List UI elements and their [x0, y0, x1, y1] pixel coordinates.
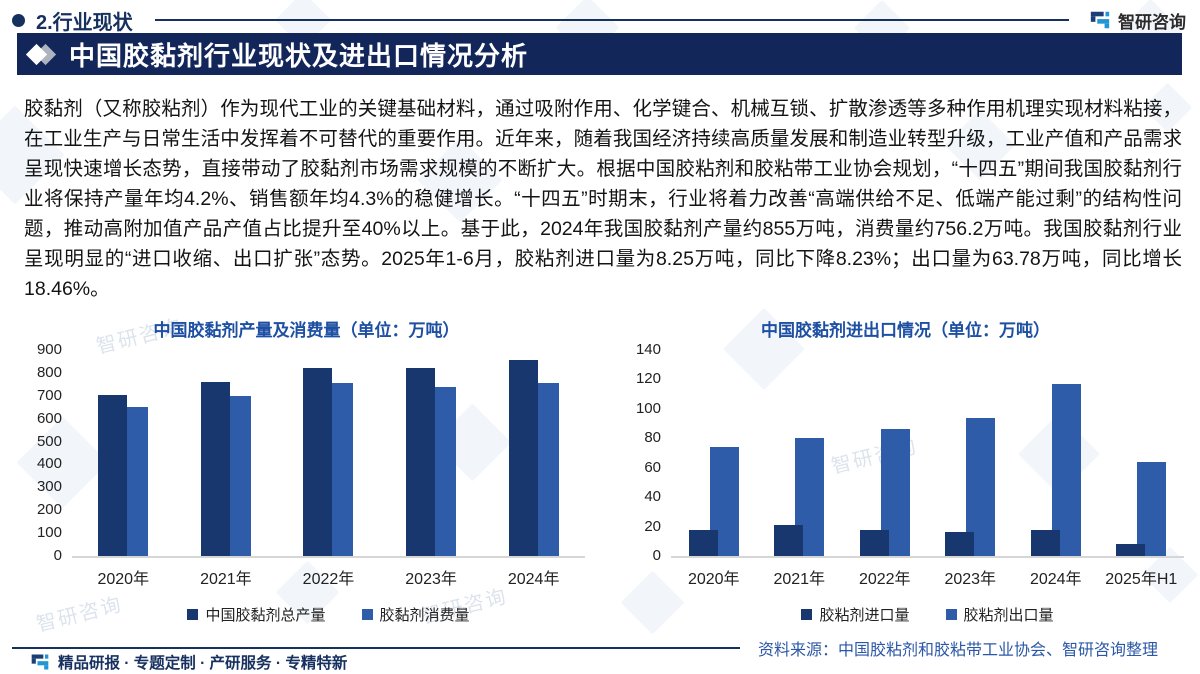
- section-bullet-icon: [12, 13, 25, 27]
- legend-item: 胶粘剂出口量: [945, 604, 1054, 625]
- y-tick-label: 120: [635, 370, 661, 388]
- legend-swatch: [187, 609, 199, 620]
- y-tick-label: 140: [635, 341, 661, 358]
- y-tick-label: 300: [36, 478, 62, 496]
- x-tick-label: 2022年: [858, 571, 911, 588]
- bar-2023年-中国胶黏剂总产量: [406, 368, 436, 556]
- x-tick-label: 2022年: [302, 571, 355, 588]
- y-tick-label: 600: [36, 409, 62, 427]
- footer: 精品研报 · 专题定制 · 产研服务 · 专精特新: [30, 651, 347, 673]
- y-tick-label: 800: [36, 363, 62, 381]
- x-tick-label: 2020年: [687, 571, 740, 588]
- x-tick-label: 2021年: [200, 571, 252, 588]
- footer-tagline: 精品研报 · 专题定制 · 产研服务 · 专精特新: [58, 655, 348, 672]
- y-tick-label: 0: [652, 547, 661, 564]
- x-axis-labels: 2020年 2021年 2022年 2023年 2024年 2025年H1: [671, 558, 1184, 589]
- bar-group: [200, 350, 251, 556]
- bar-group: [406, 350, 457, 556]
- bar-2021年-胶粘剂进口量: [774, 525, 804, 556]
- bar-2024年-中国胶黏剂总产量: [508, 360, 538, 556]
- chart-import-export: 中国胶黏剂进出口情况（单位：万吨） 140 120 100 80 60 40 20 0 202…: [627, 316, 1184, 625]
- bar-2022年-中国胶黏剂总产量: [303, 368, 333, 556]
- legend-swatch: [945, 609, 957, 620]
- bar-group: [1030, 350, 1081, 556]
- legend-label: 胶粘剂出口量: [963, 607, 1054, 624]
- bar-group: [508, 350, 559, 556]
- bar-2025年H1-胶粘剂进口量: [1116, 543, 1146, 556]
- y-tick-label: 500: [36, 432, 62, 450]
- x-axis-labels: 2020年 2021年 2022年 2023年 2024年: [72, 558, 585, 589]
- brand-name: 智研咨询: [1118, 12, 1186, 32]
- bar-group: [859, 350, 910, 556]
- bar-2024年-胶粘剂出口量: [1051, 383, 1081, 556]
- legend-label: 胶黏剂消费量: [379, 607, 470, 624]
- x-tick-label: 2023年: [944, 571, 997, 588]
- plot-area: [72, 350, 585, 558]
- brand-logo-icon: [1090, 11, 1110, 29]
- legend-item: 胶黏剂消费量: [361, 604, 470, 625]
- header-divider: [154, 19, 1069, 21]
- footer-divider: [12, 647, 740, 649]
- bar-group: [303, 350, 354, 556]
- y-tick-label: 200: [36, 501, 62, 519]
- body-paragraph: 胶黏剂（又称胶粘剂）作为现代工业的关键基础材料，通过吸附作用、化学键合、机械互锁…: [24, 98, 1182, 300]
- bar-2020年-中国胶黏剂总产量: [98, 394, 128, 556]
- y-tick-label: 400: [36, 455, 62, 473]
- x-tick-label: 2025年H1: [1105, 571, 1178, 588]
- bar-2023年-胶粘剂进口量: [945, 531, 975, 556]
- source-note: 资料来源：中国胶粘剂和胶粘带工业协会、智研咨询整理: [757, 642, 1158, 659]
- x-tick-label: 2024年: [1029, 571, 1082, 588]
- charts-row: 中国胶黏剂产量及消费量（单位：万吨） 900 800 700 600 500 400 300…: [28, 316, 1184, 625]
- bar-2025年H1-胶粘剂出口量: [1137, 462, 1167, 556]
- legend-label: 中国胶黏剂总产量: [205, 607, 326, 624]
- bar-2021年-中国胶黏剂总产量: [200, 382, 230, 556]
- y-tick-label: 900: [36, 341, 62, 358]
- chart-title: 中国胶黏剂产量及消费量（单位：万吨）: [153, 321, 460, 340]
- x-tick-label: 2020年: [97, 571, 150, 588]
- legend-label: 胶粘剂进口量: [819, 607, 910, 624]
- chart-legend: 胶粘剂进口量 胶粘剂出口量: [671, 604, 1184, 625]
- y-axis: 900 800 700 600 500 400 300 200 100 0: [28, 342, 72, 563]
- page-header: 2.行业现状 智研咨询: [12, 6, 1186, 34]
- y-tick-label: 80: [644, 429, 661, 447]
- y-axis: 140 120 100 80 60 40 20 0: [627, 342, 671, 563]
- source-row: 资料来源：中国胶粘剂和胶粘带工业协会、智研咨询整理: [12, 636, 1158, 660]
- bar-2024年-胶粘剂进口量: [1030, 530, 1060, 556]
- y-tick-label: 100: [36, 524, 62, 542]
- plot-area: [671, 350, 1184, 558]
- y-tick-label: 40: [644, 488, 661, 506]
- legend-swatch: [801, 609, 813, 620]
- bar-2022年-胶粘剂进口量: [859, 529, 889, 556]
- chart-body: 140 120 100 80 60 40 20 0: [627, 342, 1184, 563]
- bar-group: [98, 350, 149, 556]
- banner-title: 中国胶黏剂行业现状及进出口情况分析: [69, 40, 529, 71]
- y-tick-label: 20: [644, 517, 661, 535]
- x-tick-label: 2023年: [405, 571, 457, 588]
- bar-group: [1116, 350, 1167, 556]
- footer-logo-icon: [31, 654, 49, 670]
- y-tick-label: 60: [644, 458, 661, 476]
- bar-group: [774, 350, 825, 556]
- legend-item: 中国胶黏剂总产量: [187, 604, 326, 625]
- brand-logo: 智研咨询: [1089, 8, 1186, 33]
- y-tick-label: 700: [36, 386, 62, 404]
- x-tick-label: 2024年: [507, 571, 560, 588]
- bar-group: [945, 350, 996, 556]
- chart-title: 中国胶黏剂进出口情况（单位：万吨）: [761, 321, 1050, 340]
- legend-item: 胶粘剂进口量: [801, 604, 910, 625]
- x-tick-label: 2021年: [773, 571, 826, 588]
- legend-swatch: [361, 609, 373, 620]
- bar-2020年-胶粘剂进口量: [688, 529, 718, 556]
- chart-legend: 中国胶黏剂总产量 胶黏剂消费量: [72, 604, 585, 625]
- bar-group: [688, 350, 739, 556]
- y-tick-label: 0: [53, 547, 62, 564]
- section-banner: 中国胶黏剂行业现状及进出口情况分析: [17, 33, 1182, 75]
- section-title: 2.行业现状: [36, 11, 133, 34]
- y-tick-label: 100: [635, 399, 661, 417]
- chart-body: 900 800 700 600 500 400 300 200 100 0: [28, 342, 585, 563]
- chart-production-consumption: 中国胶黏剂产量及消费量（单位：万吨） 900 800 700 600 500 400 300…: [28, 316, 585, 625]
